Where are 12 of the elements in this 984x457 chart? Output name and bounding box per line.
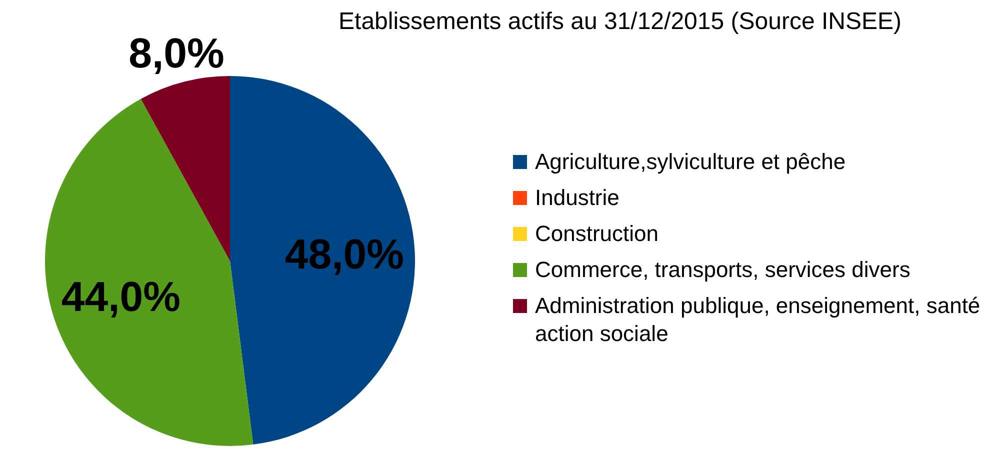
legend-label: Administration publique, enseignement, santé action sociale: [535, 292, 982, 348]
legend-label: Commerce, transports, services divers: [535, 256, 910, 284]
legend-label: Agriculture,sylviculture et pêche: [535, 148, 846, 176]
pie-slice: [140, 76, 230, 261]
data-label: 48,0%: [284, 230, 404, 278]
data-label: 8,0%: [128, 29, 224, 76]
legend-label: Industrie: [535, 184, 620, 212]
chart-title: Etablissements actifs au 31/12/2015 (Source INSEE): [338, 8, 902, 36]
data-label: 44,0%: [61, 272, 180, 320]
pie-slice: [45, 98, 254, 446]
legend-label: Construction: [535, 220, 659, 248]
pie-slice: [230, 76, 415, 445]
